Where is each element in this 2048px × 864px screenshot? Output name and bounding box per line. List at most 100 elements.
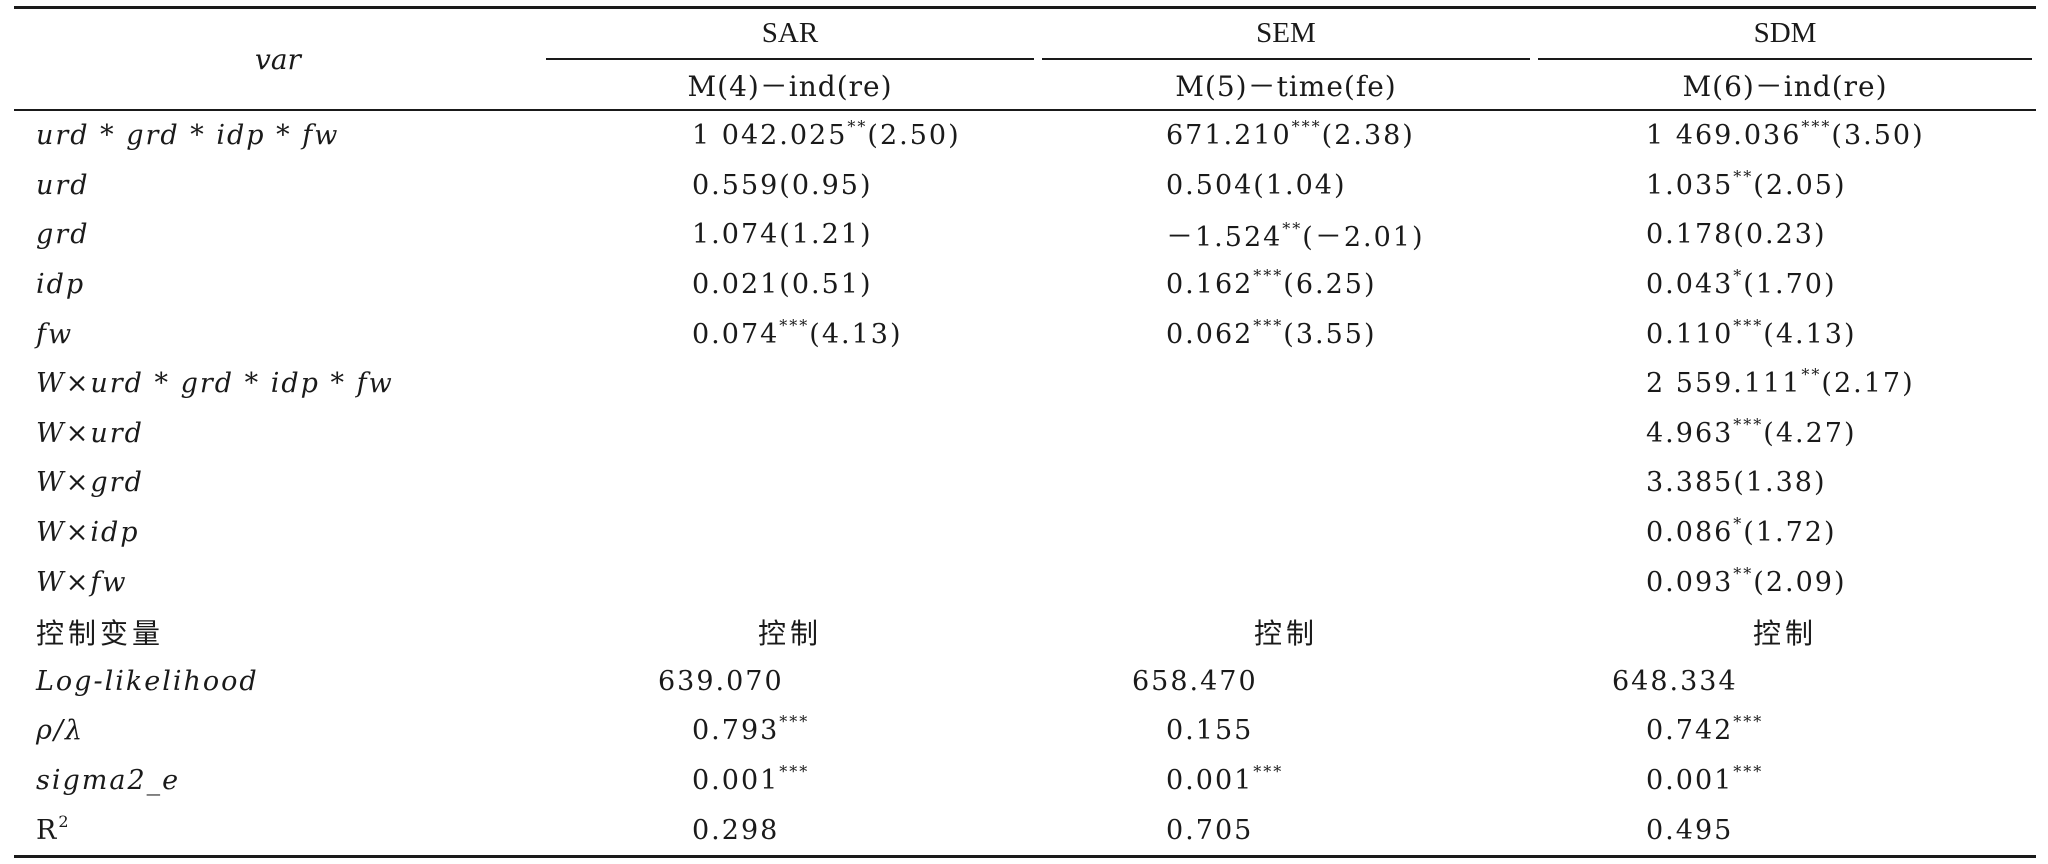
t-stat: (2.17) bbox=[1821, 368, 1915, 400]
cell-sar: 控制 bbox=[757, 616, 822, 650]
coef: 0.162 bbox=[1166, 269, 1254, 301]
table-row: W×fw 0.093**(2.09) bbox=[14, 557, 2036, 607]
cell-sdm: 2 559.111**(2.17) bbox=[1534, 359, 2036, 409]
t-stat: (1.72) bbox=[1743, 517, 1837, 549]
table-row-control: 控制变量 控制 控制 控制 bbox=[14, 607, 2036, 657]
r2-superscript: 2 bbox=[58, 811, 71, 831]
sig-stars: *** bbox=[779, 315, 810, 335]
cell-sar: 0.298 bbox=[542, 805, 1038, 858]
header-group-label: SEM bbox=[1042, 9, 1530, 60]
cell-sar: 1.074(1.21) bbox=[542, 210, 1038, 260]
table-row: W×urd * grd * idp * fw 2 559.111**(2.17) bbox=[14, 359, 2036, 409]
coef: 1.035 bbox=[1646, 169, 1734, 201]
cell-sdm: 0.742*** bbox=[1534, 706, 2036, 756]
row-var: ρ/λ bbox=[36, 715, 85, 747]
coef: 0.178(0.23) bbox=[1646, 219, 1827, 251]
row-var: W×urd * grd * idp * fw bbox=[36, 368, 394, 400]
coef: 0.074 bbox=[692, 318, 780, 350]
t-stat: (2.05) bbox=[1753, 169, 1847, 201]
cell-sem: 658.470 bbox=[1038, 657, 1534, 707]
row-var: sigma2_e bbox=[36, 765, 181, 797]
row-var: W×idp bbox=[36, 517, 140, 549]
cell-sdm: 0.086*(1.72) bbox=[1534, 508, 2036, 558]
header-var: var bbox=[14, 6, 542, 111]
coef: 1 469.036 bbox=[1646, 120, 1802, 152]
cell-sdm: 0.043*(1.70) bbox=[1534, 260, 2036, 310]
row-var: urd bbox=[36, 169, 90, 201]
sig-stars: *** bbox=[779, 762, 810, 782]
table-row: urd * grd * idp * fw 1 042.025**(2.50) 6… bbox=[14, 110, 2036, 161]
stat-value: 0.001 bbox=[692, 765, 780, 797]
row-var: 控制变量 bbox=[36, 616, 165, 650]
coef: 0.062 bbox=[1166, 318, 1254, 350]
stat-value: 0.001 bbox=[1166, 765, 1254, 797]
t-stat: (3.55) bbox=[1283, 318, 1377, 350]
cell-sdm: 控制 bbox=[1752, 616, 1817, 650]
sig-stars: *** bbox=[1733, 712, 1764, 732]
cell-sar bbox=[542, 557, 1038, 607]
header-model-1: M(4)－ind(re) bbox=[542, 60, 1038, 111]
cell-sem: 0.705 bbox=[1038, 805, 1534, 858]
cell-sar: 0.021(0.51) bbox=[542, 260, 1038, 310]
table-row-stat: sigma2_e 0.001*** 0.001*** 0.001*** bbox=[14, 756, 2036, 806]
cell-sdm: 648.334 bbox=[1534, 657, 2036, 707]
cell-sem bbox=[1038, 359, 1534, 409]
cell-sem: 0.001*** bbox=[1038, 756, 1534, 806]
coef: 0.043 bbox=[1646, 269, 1734, 301]
cell-sar: 639.070 bbox=[542, 657, 1038, 707]
table-row-r2: R2 0.298 0.705 0.495 bbox=[14, 805, 2036, 858]
header-group-sem: SEM bbox=[1038, 6, 1534, 60]
stat-value: 0.793 bbox=[692, 715, 780, 747]
header-group-label: SDM bbox=[1538, 9, 2032, 60]
sig-stars: *** bbox=[779, 712, 810, 732]
coef: 4.963 bbox=[1646, 417, 1734, 449]
coef: －1.524 bbox=[1166, 222, 1283, 254]
cell-sar: 0.559(0.95) bbox=[542, 161, 1038, 211]
cell-sar bbox=[542, 359, 1038, 409]
t-stat: (2.50) bbox=[867, 120, 961, 152]
cell-sem: 0.162***(6.25) bbox=[1038, 260, 1534, 310]
cell-sem: 671.210***(2.38) bbox=[1038, 110, 1534, 161]
sig-stars: *** bbox=[1801, 117, 1832, 137]
header-row-groups: var SAR SEM SDM bbox=[14, 6, 2036, 111]
header-model-3: M(6)－ind(re) bbox=[1534, 60, 2036, 111]
cell-sem bbox=[1038, 508, 1534, 558]
cell-sar: 1 042.025**(2.50) bbox=[542, 110, 1038, 161]
t-stat: (4.13) bbox=[809, 318, 903, 350]
stat-value: 639.070 bbox=[658, 665, 784, 697]
regression-table: var SAR SEM SDM M(4)－ind(re) M(5)－time(f… bbox=[14, 6, 2036, 858]
stat-value: 658.470 bbox=[1132, 665, 1258, 697]
cell-sem bbox=[1038, 409, 1534, 459]
r2-label: R bbox=[36, 814, 59, 846]
cell-sdm: 1.035**(2.05) bbox=[1534, 161, 2036, 211]
header-group-sar: SAR bbox=[542, 6, 1038, 60]
sig-stars: ** bbox=[1733, 166, 1754, 186]
table-row: urd 0.559(0.95) 0.504(1.04) 1.035**(2.05… bbox=[14, 161, 2036, 211]
table-row: idp 0.021(0.51) 0.162***(6.25) 0.043*(1.… bbox=[14, 260, 2036, 310]
coef: 0.559(0.95) bbox=[692, 169, 873, 201]
row-var: R2 bbox=[14, 805, 542, 858]
row-var: W×grd bbox=[36, 467, 144, 499]
table-row: W×idp 0.086*(1.72) bbox=[14, 508, 2036, 558]
row-var: grd bbox=[36, 219, 90, 251]
sig-stars: * bbox=[1733, 266, 1744, 286]
coef: 0.110 bbox=[1646, 318, 1734, 350]
cell-sdm: 0.093**(2.09) bbox=[1534, 557, 2036, 607]
row-var: W×urd bbox=[36, 417, 144, 449]
coef: 1 042.025 bbox=[692, 120, 848, 152]
stat-value: 0.001 bbox=[1646, 765, 1734, 797]
coef: 1.074(1.21) bbox=[692, 219, 873, 251]
coef: 2 559.111 bbox=[1646, 368, 1802, 400]
t-stat: (3.50) bbox=[1831, 120, 1925, 152]
sig-stars: *** bbox=[1733, 762, 1764, 782]
table-row: W×grd 3.385(1.38) bbox=[14, 458, 2036, 508]
cell-sdm: 0.001*** bbox=[1534, 756, 2036, 806]
sig-stars: ** bbox=[1733, 563, 1754, 583]
cell-sdm: 4.963***(4.27) bbox=[1534, 409, 2036, 459]
sig-stars: * bbox=[1733, 514, 1744, 534]
table-row-stat: ρ/λ 0.793*** 0.155 0.742*** bbox=[14, 706, 2036, 756]
stat-value: 0.742 bbox=[1646, 715, 1734, 747]
cell-sar bbox=[542, 458, 1038, 508]
row-var: W×fw bbox=[36, 566, 128, 598]
cell-sem: 0.504(1.04) bbox=[1038, 161, 1534, 211]
